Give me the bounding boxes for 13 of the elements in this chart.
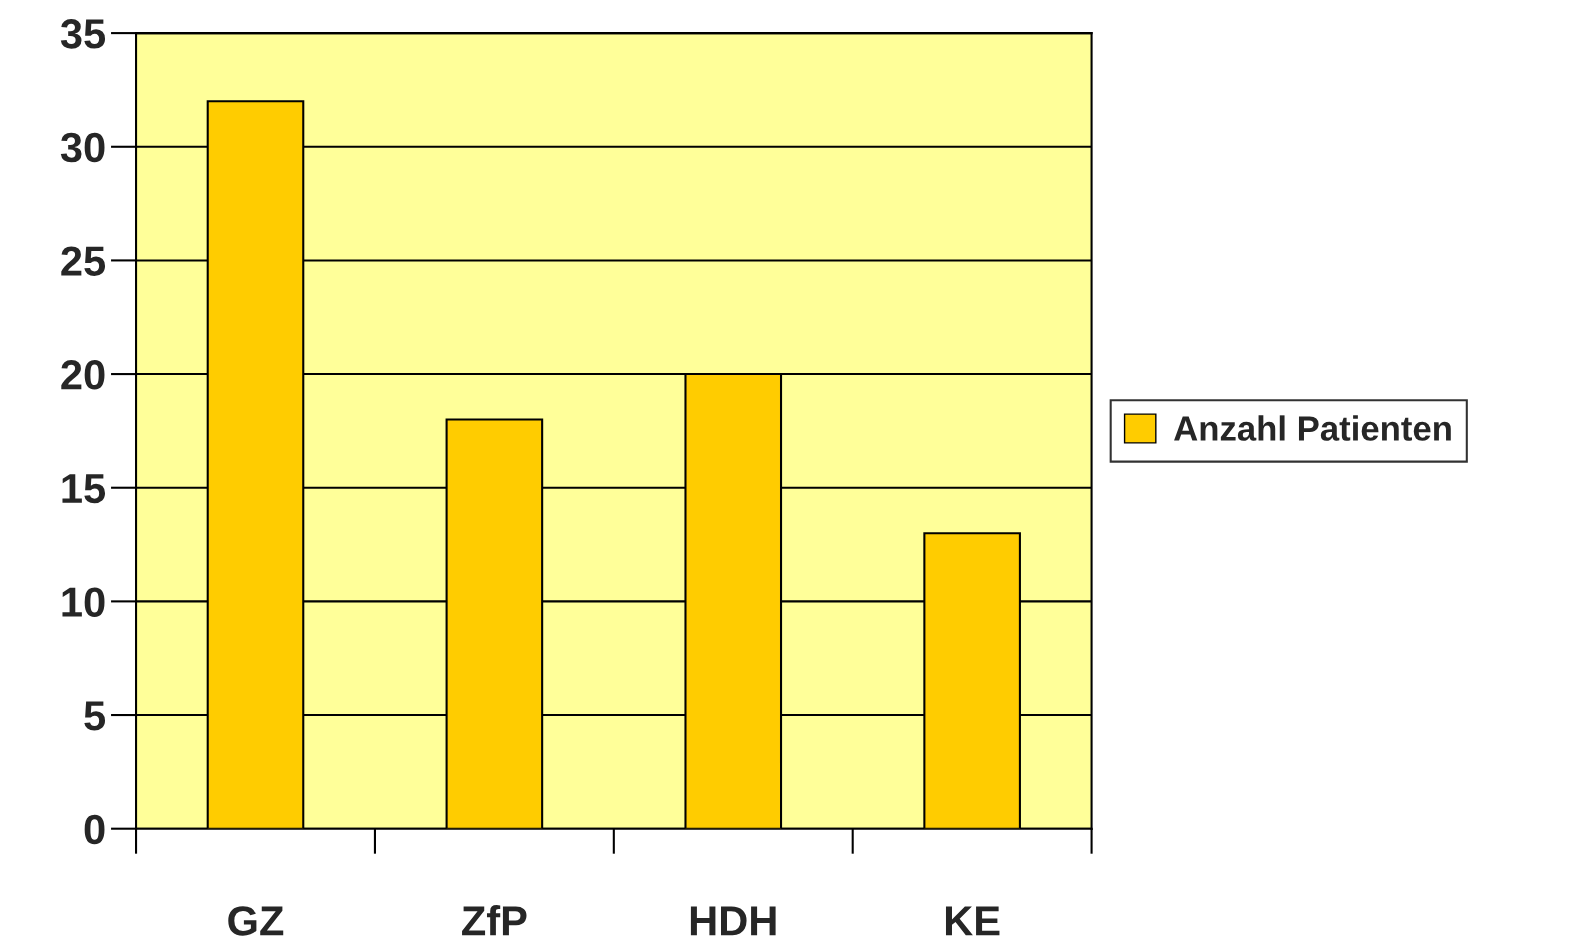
y-tick-label: 5 — [84, 701, 106, 731]
y-tick-label: 25 — [61, 246, 106, 276]
x-tick-label: GZ — [228, 906, 284, 936]
x-tick-label: ZfP — [462, 905, 527, 936]
y-tick-label: 15 — [62, 474, 106, 504]
y-tick-label: 35 — [60, 19, 106, 49]
legend-label: Anzahl Patienten — [1174, 415, 1451, 441]
y-tick-label: 20 — [61, 360, 105, 390]
y-tick-label: 30 — [60, 132, 105, 163]
x-tick-label: KE — [945, 906, 1000, 936]
x-tick-label: HDH — [690, 906, 776, 936]
y-tick-label: 0 — [84, 814, 105, 845]
y-tick-label: 10 — [62, 587, 105, 617]
